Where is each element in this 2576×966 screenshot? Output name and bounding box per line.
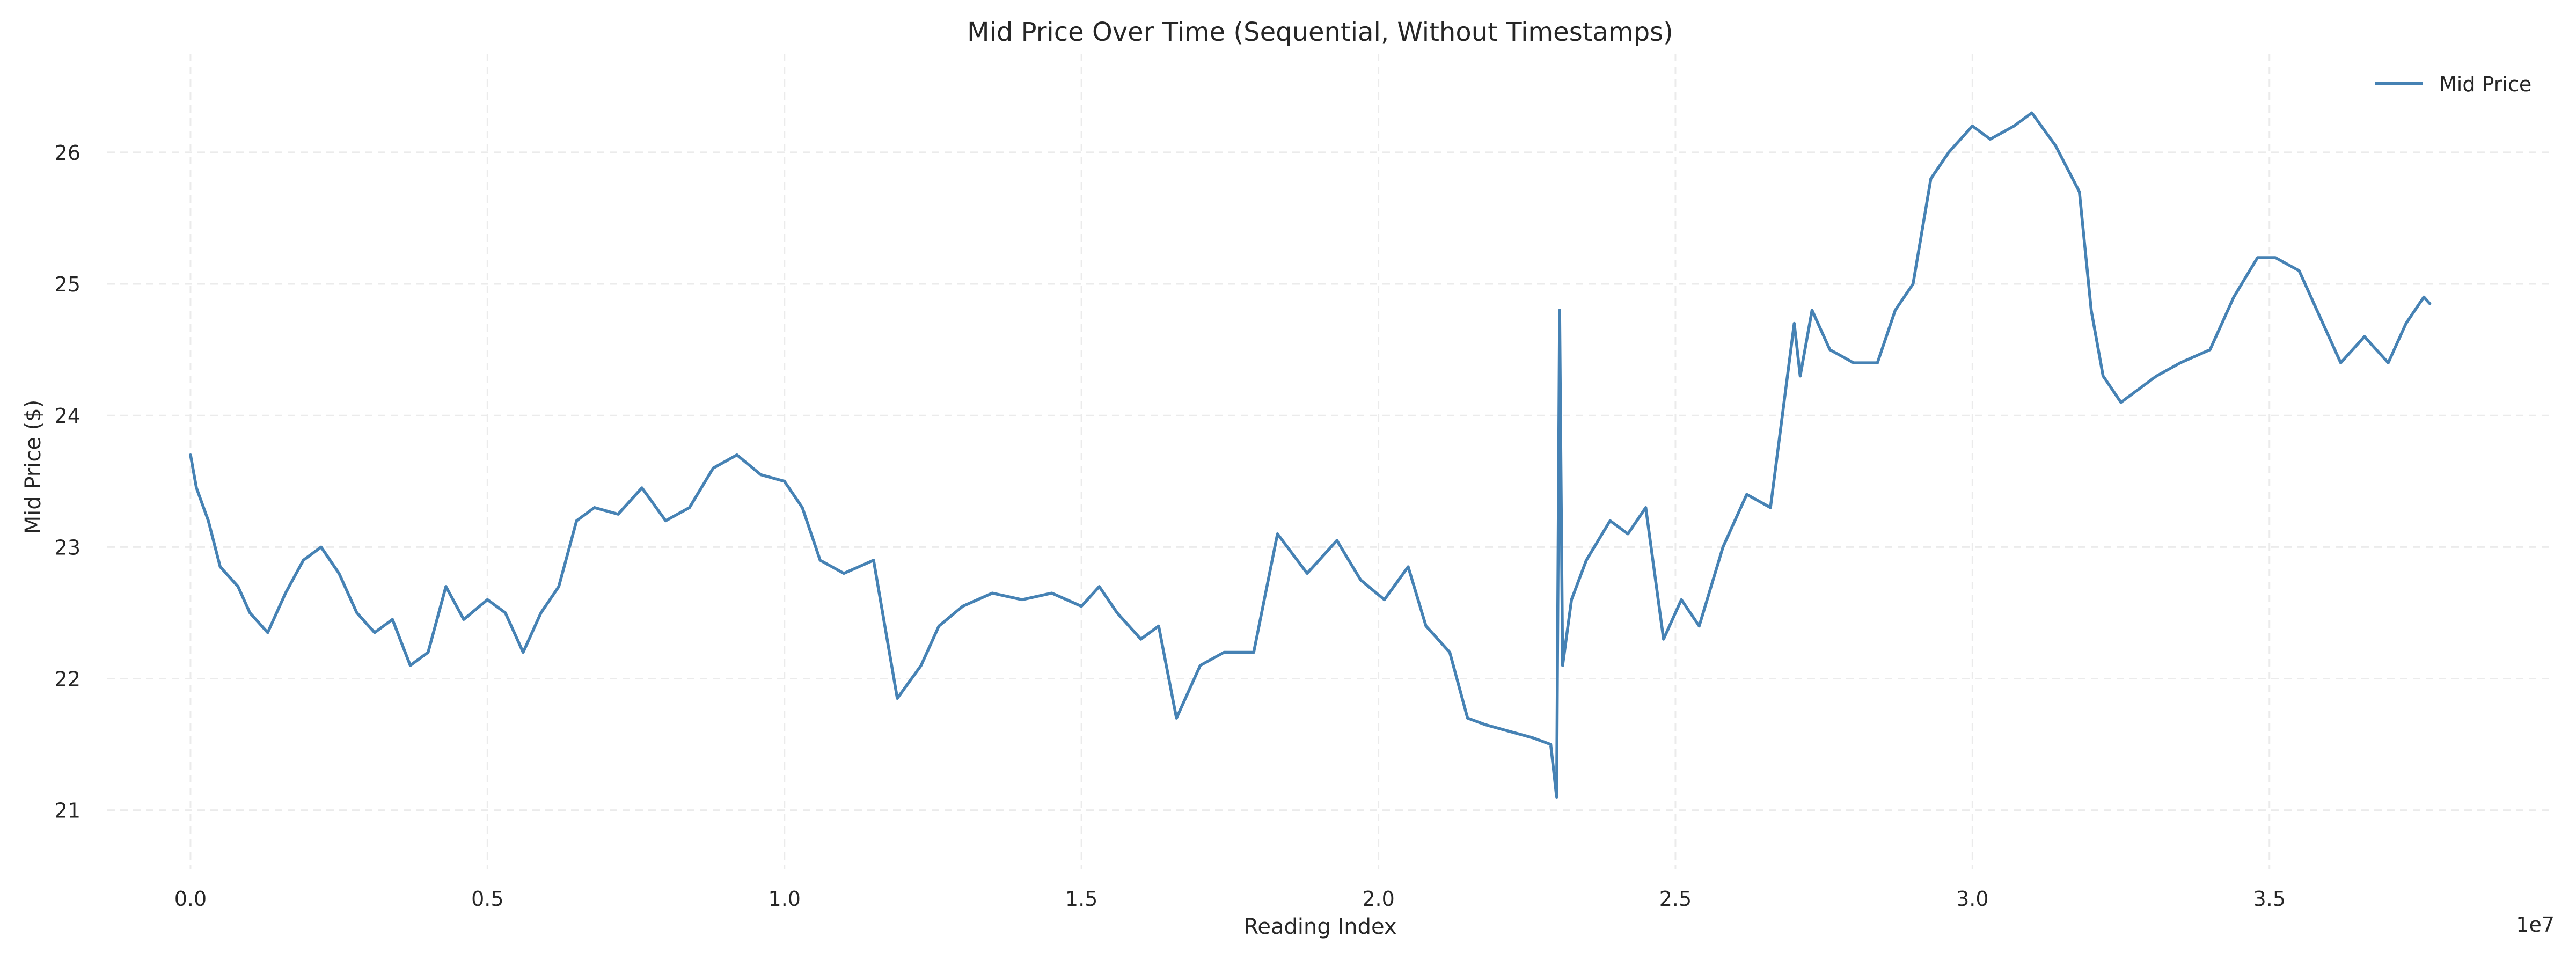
grid-layer <box>107 54 2555 869</box>
x-tick-label: 2.0 <box>1362 887 1394 911</box>
y-axis-ticks: 21 22 23 24 25 26 <box>55 141 80 823</box>
x-tick-label: 3.5 <box>2253 887 2286 911</box>
series-layer <box>189 111 2432 799</box>
x-tick-label: 2.5 <box>1659 887 1692 911</box>
legend-label-mid-price: Mid Price <box>2439 72 2531 96</box>
x-tick-label: 3.0 <box>1956 887 1988 911</box>
x-axis-ticks: 0.0 0.5 1.0 1.5 2.0 2.5 3.0 3.5 <box>174 887 2286 911</box>
x-tick-label: 1.0 <box>769 887 801 911</box>
x-tick-label: 1.5 <box>1065 887 1097 911</box>
y-tick-label: 22 <box>55 668 80 691</box>
y-axis-label: Mid Price ($) <box>21 400 46 535</box>
y-tick-label: 24 <box>55 404 80 428</box>
x-tick-label: 0.5 <box>471 887 503 911</box>
y-tick-label: 21 <box>55 799 80 823</box>
chart-title: Mid Price Over Time (Sequential, Without… <box>967 17 1673 47</box>
series-line-mid-price <box>189 111 2432 799</box>
y-tick-label: 25 <box>55 273 80 296</box>
y-tick-label: 26 <box>55 141 80 165</box>
legend: Mid Price <box>2375 72 2531 96</box>
y-tick-label: 23 <box>55 536 80 559</box>
x-axis-label: Reading Index <box>1243 914 1396 939</box>
x-axis-offset-label: 1e7 <box>2516 913 2555 936</box>
x-tick-label: 0.0 <box>174 887 207 911</box>
